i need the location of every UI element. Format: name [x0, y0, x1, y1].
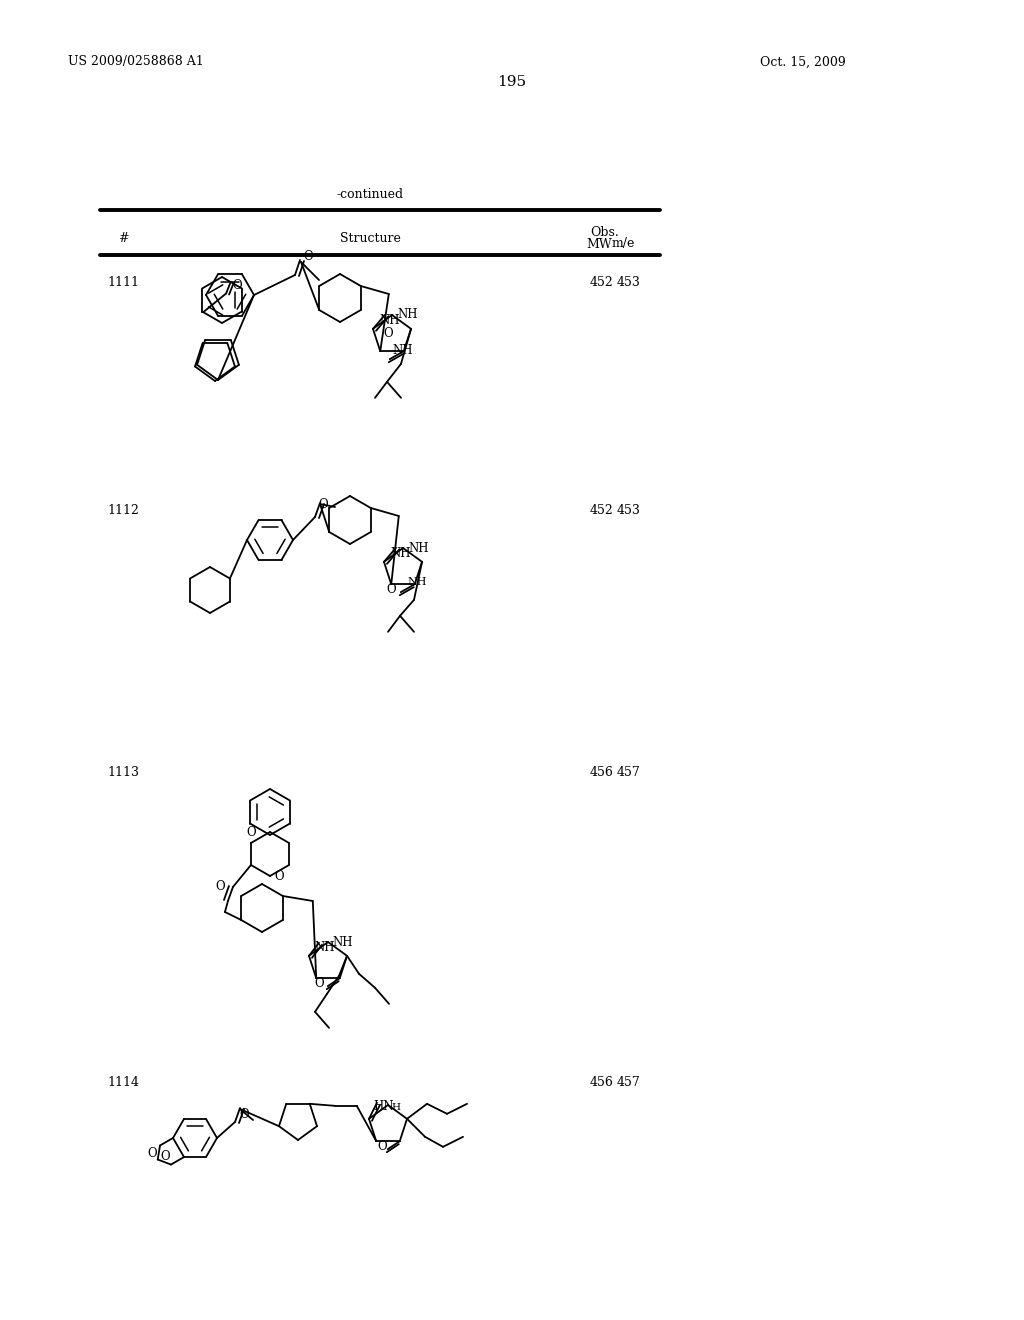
- Text: 457: 457: [617, 767, 641, 780]
- Text: 195: 195: [498, 75, 526, 88]
- Text: O: O: [215, 880, 224, 894]
- Text: O: O: [318, 499, 328, 511]
- Text: NH: NH: [332, 936, 352, 949]
- Text: O: O: [232, 279, 242, 292]
- Text: Structure: Structure: [340, 231, 400, 244]
- Text: NH: NH: [393, 345, 414, 358]
- Text: O: O: [387, 582, 396, 595]
- Text: MW: MW: [586, 238, 611, 251]
- Text: 452: 452: [590, 276, 613, 289]
- Text: O: O: [303, 251, 312, 264]
- Text: NH: NH: [408, 577, 427, 587]
- Text: O: O: [147, 1147, 157, 1160]
- Text: -continued: -continued: [337, 189, 403, 202]
- Text: O: O: [239, 1107, 249, 1121]
- Text: O: O: [160, 1150, 170, 1163]
- Text: 1114: 1114: [106, 1077, 139, 1089]
- Text: H: H: [391, 1102, 400, 1111]
- Text: O: O: [383, 327, 392, 341]
- Text: 452: 452: [590, 503, 613, 516]
- Text: O: O: [378, 1139, 387, 1152]
- Text: Oct. 15, 2009: Oct. 15, 2009: [760, 55, 846, 69]
- Text: O: O: [247, 825, 256, 838]
- Text: US 2009/0258868 A1: US 2009/0258868 A1: [68, 55, 204, 69]
- Text: 456: 456: [590, 1077, 613, 1089]
- Text: 453: 453: [617, 276, 641, 289]
- Text: O: O: [274, 870, 284, 883]
- Text: #: #: [118, 231, 128, 244]
- Text: Obs.: Obs.: [590, 226, 618, 239]
- Text: 1113: 1113: [106, 767, 139, 780]
- Text: NH: NH: [408, 541, 428, 554]
- Text: HN: HN: [373, 1101, 393, 1113]
- Text: NH: NH: [379, 314, 399, 327]
- Text: NH: NH: [314, 941, 335, 954]
- Text: 1111: 1111: [106, 276, 139, 289]
- Text: O: O: [314, 977, 325, 990]
- Text: 453: 453: [617, 503, 641, 516]
- Text: 1112: 1112: [106, 503, 139, 516]
- Text: 457: 457: [617, 1077, 641, 1089]
- Text: NH: NH: [390, 548, 411, 560]
- Text: NH: NH: [397, 309, 418, 322]
- Text: m/e: m/e: [612, 238, 635, 251]
- Text: 456: 456: [590, 767, 613, 780]
